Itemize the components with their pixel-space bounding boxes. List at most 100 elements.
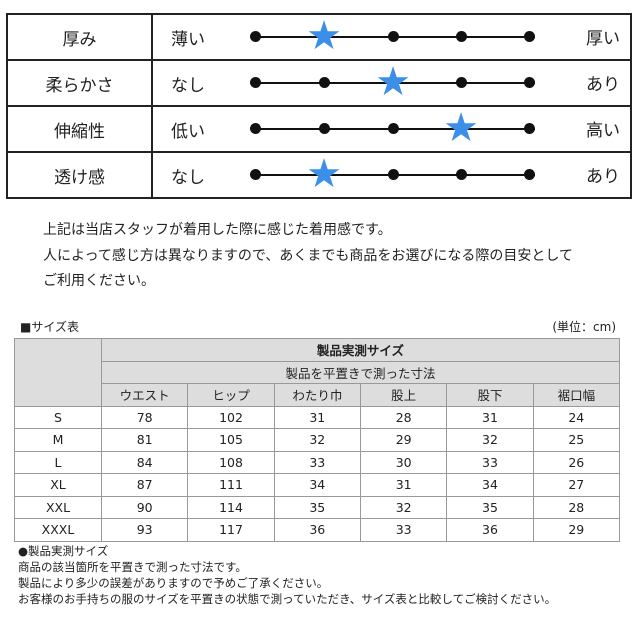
size-label: XXL (14, 495, 102, 519)
feel-left-label: なし (171, 75, 205, 96)
scale-dot (456, 77, 467, 88)
size-value: 27 (532, 473, 621, 497)
feel-row: 厚み 薄い 厚い ★ (8, 13, 630, 59)
column-header: ウエスト (100, 383, 189, 407)
table-row: S 78 102 31 28 31 24 (14, 405, 621, 429)
size-value: 28 (532, 495, 621, 519)
size-value: 111 (187, 473, 275, 497)
size-value: 29 (532, 518, 621, 542)
size-table: 製品実測サイズ 製品を平置きで測った寸法 ウエスト ヒップ わたり巾 股上 股下 裾口幅 S 7… (14, 338, 621, 542)
size-value: 31 (273, 405, 361, 429)
size-value: 102 (187, 405, 275, 429)
size-value: 84 (100, 450, 189, 474)
feel-name: 柔らかさ (8, 61, 153, 105)
footnote-line: ●製品実測サイズ (18, 544, 109, 558)
footnote-line: 商品の該当箇所を平置きで測った寸法です。 (18, 560, 247, 574)
scale-dot (319, 77, 330, 88)
scale-dot (250, 77, 261, 88)
size-value: 105 (187, 428, 275, 452)
size-value: 36 (273, 518, 361, 542)
feel-right-label: あり (586, 166, 620, 187)
size-value: 29 (359, 428, 448, 452)
scale-dot (388, 169, 399, 180)
star-icon: ★ (306, 151, 342, 197)
size-label: M (14, 428, 102, 452)
header-row: 製品を平置きで測った寸法 (15, 360, 620, 384)
note-line: 人によって感じ方は異なりますので、あくまでも商品をお選びになる際の目安として (43, 247, 573, 264)
size-value: 93 (100, 518, 189, 542)
size-value: 33 (359, 518, 448, 542)
feel-right-label: 高い (586, 120, 620, 141)
feel-name: 伸縮性 (8, 107, 153, 151)
feel-left-label: 薄い (171, 29, 205, 50)
footnote-line: お客様のお手持ちの服のサイズを平置きの状態で測っていただき、サイズ表と比較してご… (18, 592, 557, 606)
feel-row: 伸縮性 低い 高い ★ (8, 105, 630, 151)
size-value: 108 (187, 450, 275, 474)
star-icon: ★ (443, 105, 479, 151)
size-value: 36 (446, 518, 534, 542)
wear-feel-table: 厚み 薄い 厚い ★ 柔らかさ なし あり ★ 伸縮性 低い 高い ★ 透け感 なし あり ★ (6, 13, 632, 199)
star-icon: ★ (306, 13, 342, 59)
size-value: 25 (532, 428, 621, 452)
note-line: ご利用ください。 (43, 273, 155, 289)
table-row: XXXL 93 117 36 33 36 29 (14, 518, 621, 542)
column-header: 裾口幅 (532, 383, 621, 407)
size-label: XL (14, 473, 102, 497)
size-label: S (14, 405, 102, 429)
size-value: 87 (100, 473, 189, 497)
scale-dot (524, 169, 535, 180)
size-value: 117 (187, 518, 275, 542)
feel-left-label: 低い (171, 121, 205, 142)
table-row: L 84 108 33 30 33 26 (14, 450, 621, 474)
scale-dot (388, 31, 399, 42)
column-header: わたり巾 (273, 383, 361, 407)
size-table-unit: (単位：cm) (552, 320, 616, 334)
feel-row: 柔らかさ なし あり ★ (8, 59, 630, 105)
size-label: L (14, 450, 102, 474)
feel-left-label: なし (171, 167, 205, 188)
scale-dot (456, 31, 467, 42)
size-table-title: ■サイズ表 (20, 320, 79, 334)
size-value: 31 (446, 405, 534, 429)
scale-dot (524, 77, 535, 88)
scale-dot (524, 123, 535, 134)
header-row: ウエスト ヒップ わたり巾 股上 股下 裾口幅 (15, 383, 621, 407)
column-header: 股下 (446, 383, 534, 407)
scale-dot (319, 123, 330, 134)
column-header: 股上 (359, 383, 448, 407)
size-value: 35 (446, 495, 534, 519)
scale-dot (250, 123, 261, 134)
size-value: 78 (100, 405, 189, 429)
header-sub: 製品を平置きで測った寸法 (101, 360, 620, 384)
header-row: 製品実測サイズ (14, 338, 620, 407)
note-line: 上記は当店スタッフが着用した際に感じた着用感です。 (43, 222, 392, 238)
size-value: 24 (532, 405, 621, 429)
column-header: ヒップ (187, 383, 275, 407)
size-value: 32 (446, 428, 534, 452)
size-value: 114 (187, 495, 275, 519)
scale-track (255, 82, 535, 84)
feel-right-label: 厚い (586, 28, 620, 49)
size-footnote: ●製品実測サイズ 商品の該当箇所を平置きで測った寸法です。 製品により多少の誤差… (18, 543, 556, 607)
size-value: 32 (273, 428, 361, 452)
star-icon: ★ (375, 59, 411, 105)
table-row: M 81 105 32 29 32 25 (14, 428, 621, 452)
table-row: XXL 90 114 35 32 35 28 (14, 495, 621, 519)
scale-dot (250, 31, 261, 42)
feel-row: 透け感 なし あり ★ (8, 151, 630, 197)
size-value: 34 (446, 473, 534, 497)
footnote-line: 製品により多少の誤差がありますので予めご了承ください。 (18, 576, 329, 590)
wear-feel-note: 上記は当店スタッフが着用した際に感じた着用感です。 人によって感じ方は異なります… (43, 218, 573, 295)
size-value: 33 (446, 450, 534, 474)
size-value: 33 (273, 450, 361, 474)
scale-dot (388, 123, 399, 134)
size-value: 26 (532, 450, 621, 474)
size-value: 32 (359, 495, 448, 519)
size-value: 30 (359, 450, 448, 474)
size-value: 81 (100, 428, 189, 452)
table-row: XL 87 111 34 31 34 27 (14, 473, 621, 497)
size-value: 35 (273, 495, 361, 519)
size-label: XXXL (14, 518, 102, 542)
size-value: 31 (359, 473, 448, 497)
header-main: 製品実測サイズ (101, 338, 620, 362)
